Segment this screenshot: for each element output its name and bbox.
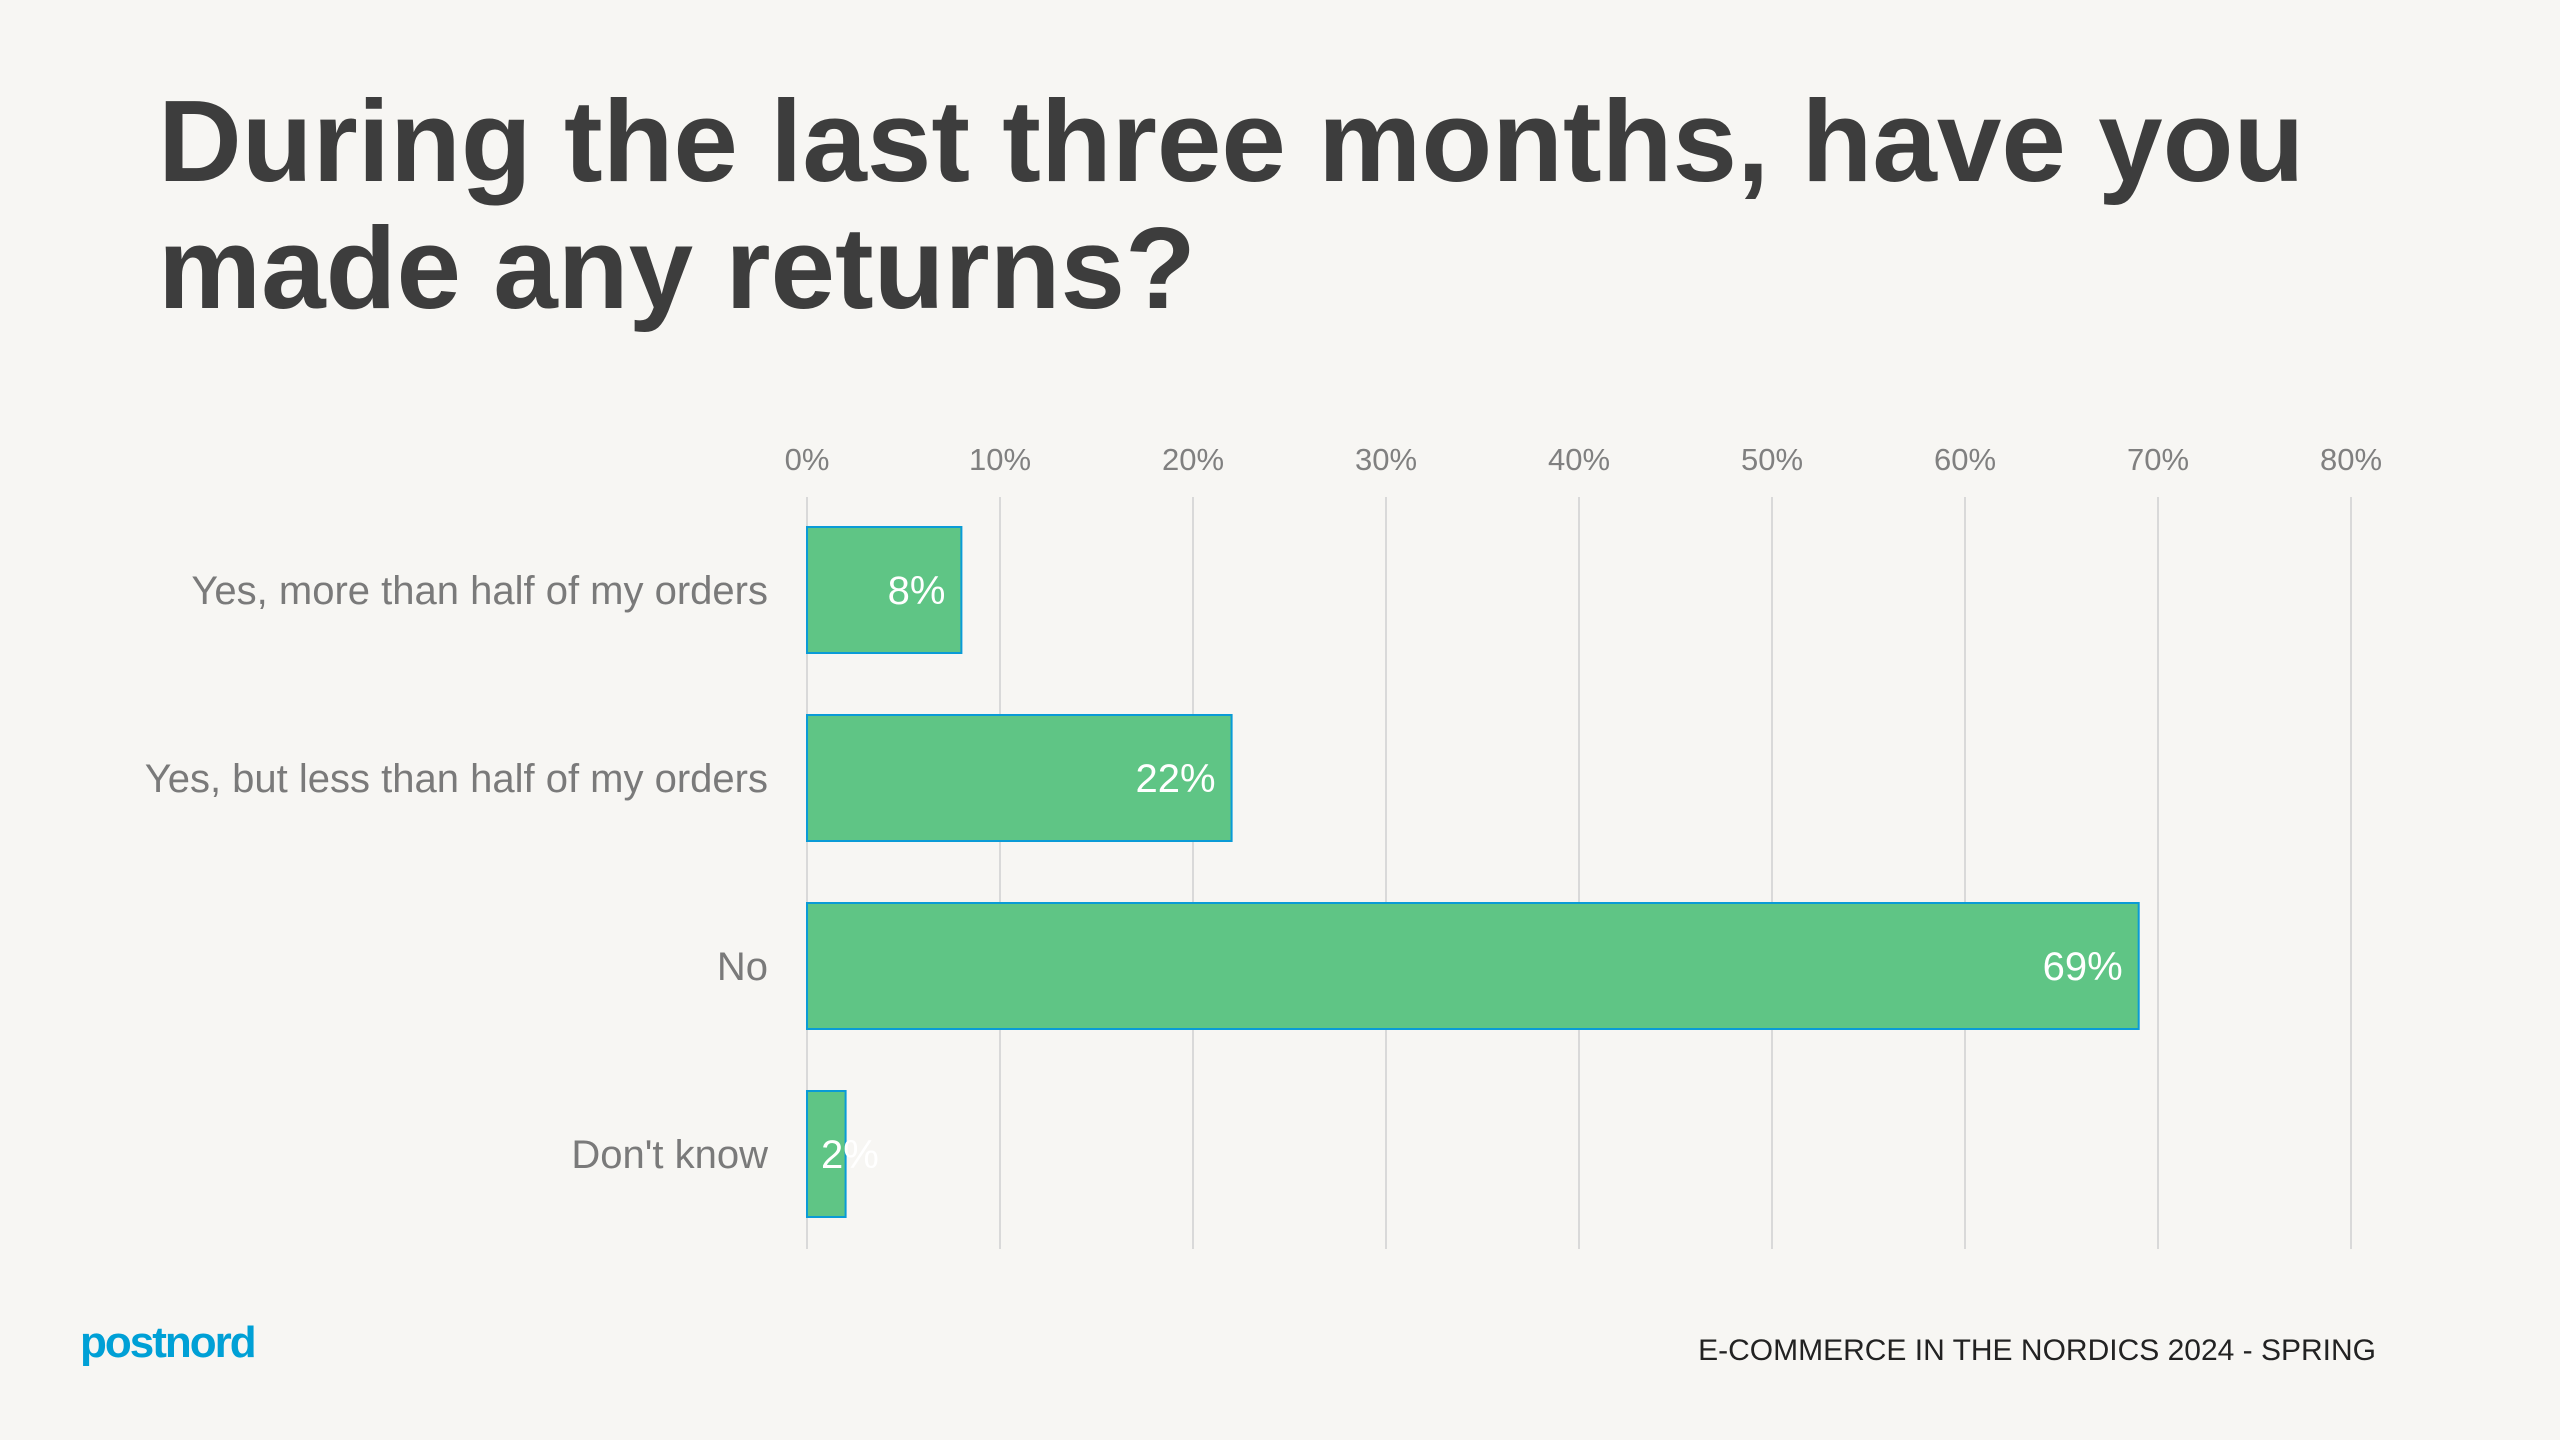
category-label: No <box>717 945 768 989</box>
x-tick-label: 40% <box>1548 442 1610 477</box>
x-tick-label: 80% <box>2320 442 2382 477</box>
page-title: During the last three months, have you m… <box>158 76 2305 333</box>
data-label: 2% <box>821 1133 879 1177</box>
postnord-logo: postnord <box>80 1318 257 1367</box>
bar <box>806 1090 847 1218</box>
data-label: 22% <box>1136 757 1216 801</box>
x-tick-label: 10% <box>969 442 1031 477</box>
bar <box>806 902 2140 1030</box>
category-label: Yes, but less than half of my orders <box>145 757 768 801</box>
report-footer: E-COMMERCE IN THE NORDICS 2024 - SPRING <box>1698 1334 2376 1367</box>
bar <box>806 714 1233 842</box>
bar <box>806 526 963 654</box>
x-tick-label: 20% <box>1162 442 1224 477</box>
x-tick-label: 30% <box>1355 442 1417 477</box>
category-label: Yes, more than half of my orders <box>191 569 768 613</box>
x-tick-label: 60% <box>1934 442 1996 477</box>
x-tick-label: 70% <box>2127 442 2189 477</box>
x-tick-label: 50% <box>1741 442 1803 477</box>
data-label: 69% <box>2043 945 2123 989</box>
category-label: Don't know <box>571 1133 768 1177</box>
x-tick-label: 0% <box>785 442 830 477</box>
data-label: 8% <box>888 569 946 613</box>
